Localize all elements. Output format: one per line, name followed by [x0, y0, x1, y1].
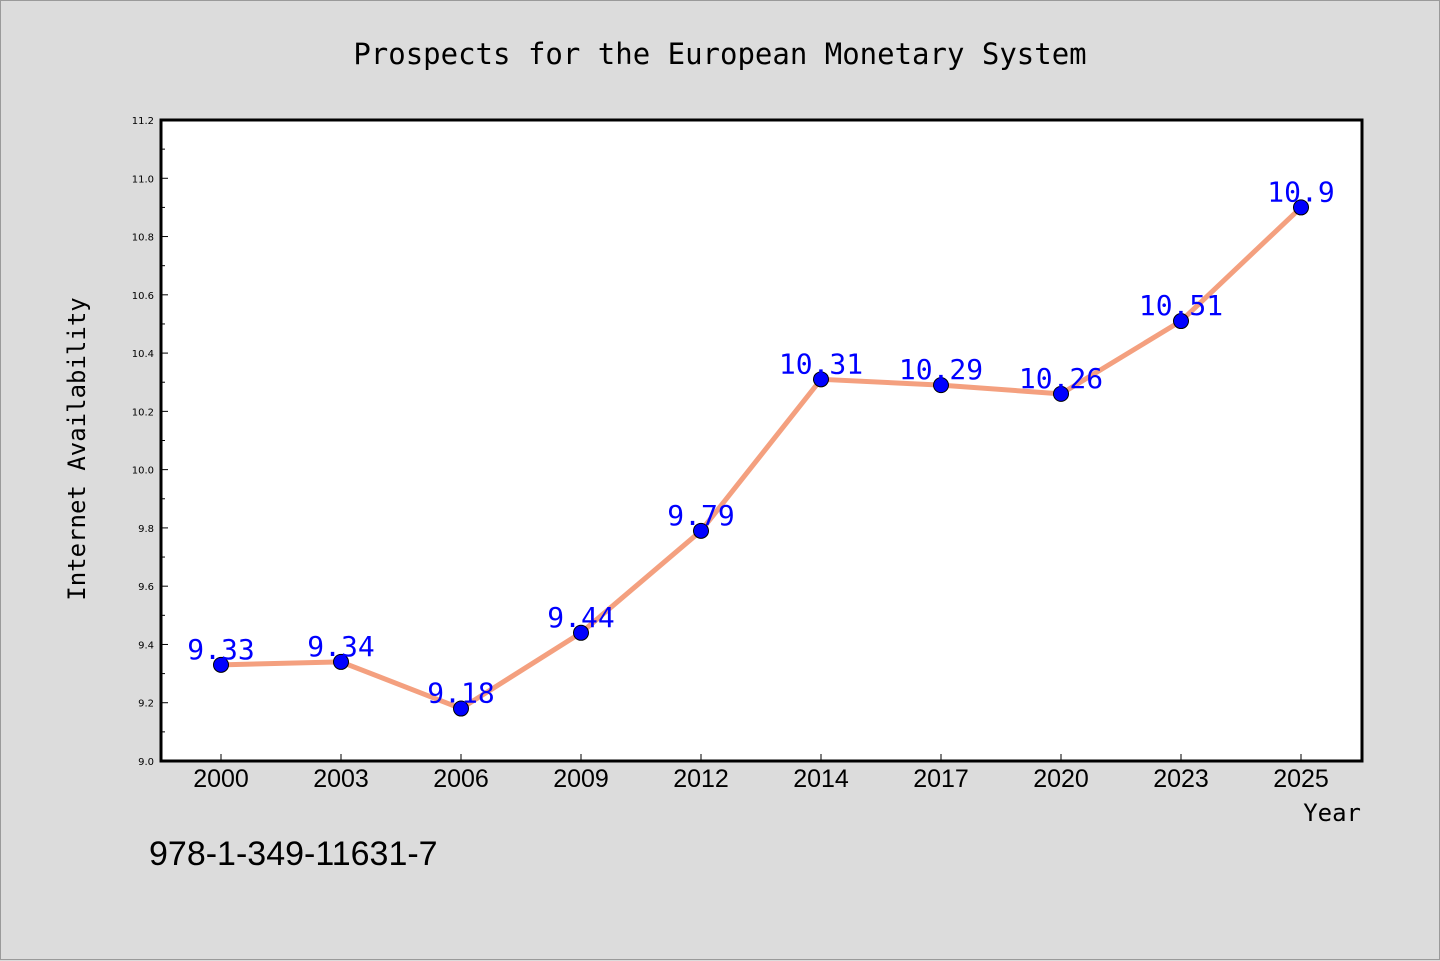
data-label: 9.33	[187, 633, 254, 666]
data-point	[1053, 385, 1069, 402]
y-tick-label: 10.6	[132, 291, 154, 302]
y-tick-label: 9.8	[138, 524, 154, 535]
y-tick-label: 11.0	[132, 174, 154, 185]
data-label: 9.44	[547, 601, 614, 634]
data-label: 10.51	[1139, 289, 1223, 322]
data-point	[573, 624, 589, 641]
x-tick-label: 2003	[313, 765, 369, 793]
x-tick-label: 2020	[1033, 765, 1089, 793]
data-point	[813, 371, 829, 388]
x-tick-label: 2009	[553, 765, 609, 793]
data-labels: 9.33 9.34 9.18 9.44 9.79 10.31 10.29 10.26 10.51…	[187, 175, 1334, 709]
x-tick-label: 2023	[1153, 765, 1209, 793]
x-tick-label: 2017	[913, 765, 969, 793]
plot-border	[159, 118, 1364, 763]
series-line	[218, 204, 1304, 712]
x-tick-label: 2014	[793, 765, 849, 793]
isbn-footnote: 978-1-349-11631-7	[149, 835, 438, 873]
y-tick-label: 10.2	[132, 407, 154, 418]
x-tick-label: 2025	[1273, 765, 1329, 793]
x-axis: 2000 2003 2006 2009 2012 2014 2017 2020 2023 2025	[193, 754, 1329, 793]
data-point	[693, 522, 709, 539]
data-point	[933, 377, 949, 394]
x-tick-label: 2012	[673, 765, 729, 793]
plot-area	[161, 120, 1362, 761]
data-point	[1293, 199, 1309, 216]
x-tick-label: 2006	[433, 765, 489, 793]
chart-title: Prospects for the European Monetary Syst…	[353, 37, 1086, 71]
y-tick-label: 11.2	[132, 116, 154, 127]
y-axis-label: Internet Availability	[63, 297, 91, 600]
data-label: 10.9	[1267, 175, 1334, 208]
y-tick-label: 9.6	[138, 582, 154, 593]
data-label: 9.79	[667, 499, 734, 532]
y-tick-label: 10.8	[132, 233, 154, 244]
data-label: 9.18	[427, 677, 494, 710]
data-label: 9.34	[307, 630, 374, 663]
y-tick-label: 9.2	[138, 699, 154, 710]
data-label: 10.29	[899, 353, 983, 386]
data-point	[1173, 313, 1189, 330]
data-label: 10.26	[1019, 362, 1103, 395]
data-point	[213, 656, 229, 673]
series-group	[213, 199, 1309, 717]
x-axis-label: Year	[1303, 799, 1361, 827]
data-point	[333, 653, 349, 670]
y-tick-label: 10.4	[132, 349, 154, 360]
y-tick-label: 9.0	[138, 757, 154, 768]
data-label: 10.31	[779, 347, 863, 380]
y-tick-label: 10.0	[132, 466, 154, 477]
x-tick-label: 2000	[193, 765, 249, 793]
y-tick-label: 9.4	[138, 640, 154, 651]
data-point	[453, 700, 469, 717]
